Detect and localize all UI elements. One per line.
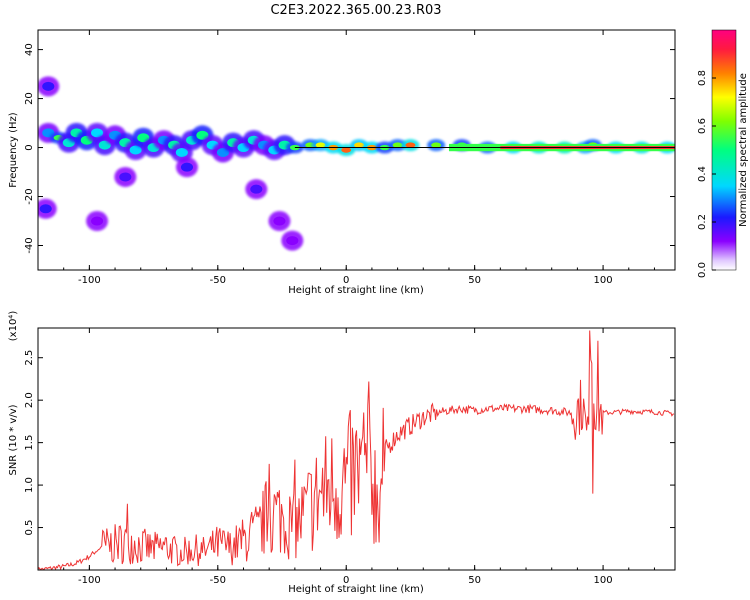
- snr-x-label: Height of straight line (km): [288, 584, 424, 595]
- snr-plot-area: [38, 328, 675, 570]
- snr-x-ticks: -100 -50 0 50 100: [37, 328, 655, 586]
- spectral-blob: [289, 144, 300, 151]
- snr-x-tick-label: 0: [343, 575, 349, 586]
- spectrogram-y-tick-label: 0: [24, 144, 35, 150]
- snr-line: [38, 330, 675, 570]
- colorbar-tick-label: 0.0: [697, 262, 708, 278]
- spectrogram-x-tick-label: -50: [210, 275, 226, 286]
- spectral-blob: [315, 142, 326, 148]
- spectral-blob: [341, 147, 352, 153]
- colorbar-tick-label: 0.4: [697, 166, 708, 182]
- snr-y-label: SNR (10 * v/v): [8, 404, 19, 475]
- snr-series: [38, 330, 675, 570]
- colorbar-tick-label: 0.8: [697, 70, 708, 86]
- spectral-blob: [273, 216, 286, 226]
- snr-y-tick-label: 2.0: [24, 392, 35, 408]
- spectral-blob: [137, 133, 150, 143]
- spectrogram-y-tick-label: -40: [24, 237, 35, 253]
- spectral-blob: [216, 147, 229, 157]
- spectral-blob: [180, 162, 194, 172]
- colorbar: 0.0 0.2 0.4 0.6 0.8 Normalized spectral ampl…: [697, 29, 749, 278]
- spectrogram-x-tick-label: 100: [594, 275, 613, 286]
- snr-x-tick-label: -100: [78, 575, 101, 586]
- spectral-blob: [91, 128, 104, 138]
- spectral-blob: [119, 172, 132, 182]
- spectral-blob: [42, 81, 55, 91]
- spectrogram-x-tick-label: 0: [343, 275, 349, 286]
- spectrogram-x-ticks: -100 -50 0 50 100: [37, 30, 655, 286]
- spectrogram-x-label: Height of straight line (km): [288, 285, 424, 296]
- spectral-blob: [250, 184, 263, 194]
- spectrogram-frame: [37, 29, 676, 271]
- spectral-blob: [175, 147, 188, 157]
- snr-y-multiplier: (x10⁴): [8, 311, 19, 342]
- spectrogram-y-tick-label: -20: [24, 188, 35, 204]
- spectral-blob: [286, 236, 299, 246]
- snr-y-ticks: 0.5 1.0 1.5 2.0 2.5: [24, 350, 675, 536]
- chart-title: C2E3.2022.365.00.23.R03: [270, 3, 441, 18]
- spectral-blob: [405, 142, 416, 148]
- colorbar-gradient: [711, 29, 737, 271]
- snr-y-tick-label: 2.5: [24, 350, 35, 366]
- spectral-blob: [91, 216, 104, 226]
- colorbar-tick-label: 0.6: [697, 118, 708, 134]
- snr-x-tick-label: -50: [210, 575, 226, 586]
- snr-panel: -100 -50 0 50 100 0.5 1.0 1.5 2.0 2.5 Height of …: [8, 311, 676, 595]
- spectral-blob: [354, 142, 365, 148]
- spectral-blob: [392, 142, 403, 148]
- snr-x-tick-label: 100: [594, 575, 613, 586]
- spectrogram-y-ticks: -40 -20 0 20 40: [24, 43, 675, 254]
- snr-x-tick-label: 50: [468, 575, 481, 586]
- snr-frame: [37, 327, 676, 571]
- spectral-blob: [431, 142, 442, 148]
- colorbar-tick-label: 0.2: [697, 214, 708, 230]
- snr-y-tick-label: 1.5: [24, 435, 35, 451]
- snr-y-tick-label: 1.0: [24, 477, 35, 493]
- spectral-blob: [39, 204, 52, 214]
- spectrogram-panel: -100 -50 0 50 100 -40 -20 0 20 40 Height of stra…: [8, 29, 676, 296]
- colorbar-ticks: 0.0 0.2 0.4 0.6 0.8: [697, 70, 716, 278]
- spectrogram-y-tick-label: 20: [24, 92, 35, 105]
- snr-y-tick-label: 0.5: [24, 520, 35, 536]
- spectrogram-x-tick-label: -100: [78, 275, 101, 286]
- spectrogram-y-label: Frequency (Hz): [8, 112, 19, 188]
- spectrogram-x-tick-label: 50: [468, 275, 481, 286]
- spectral-blob: [129, 145, 142, 155]
- spectral-blob: [98, 140, 111, 150]
- spectral-blob: [196, 130, 209, 140]
- spectrogram-y-tick-label: 40: [24, 43, 35, 56]
- colorbar-label: Normalized spectral amplitude: [738, 73, 749, 227]
